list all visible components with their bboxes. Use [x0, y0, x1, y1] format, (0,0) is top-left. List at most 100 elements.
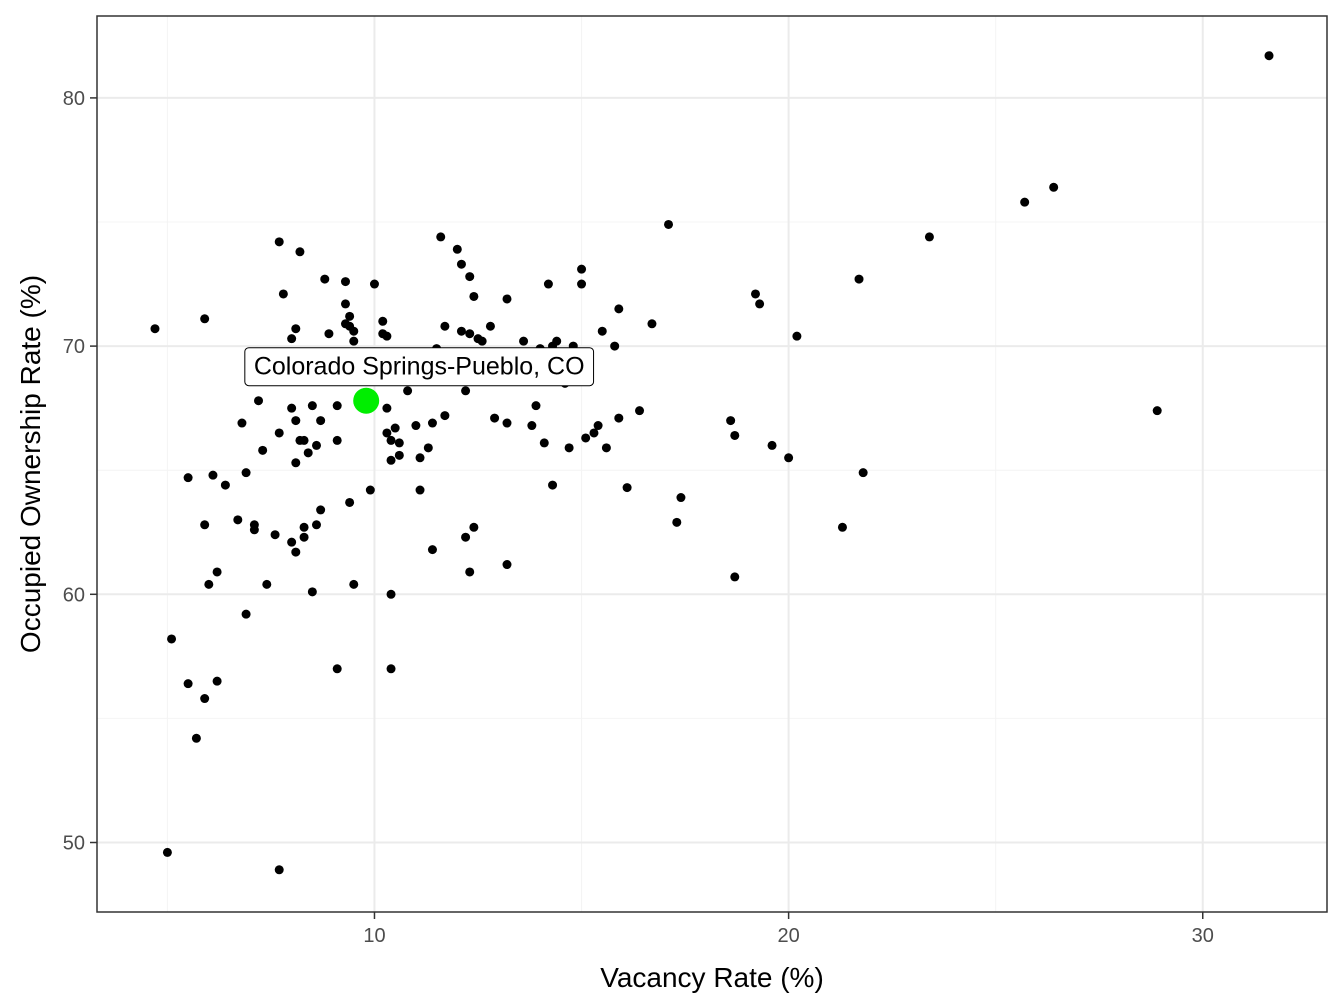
data-point — [208, 470, 218, 480]
x-tick-label: 20 — [777, 925, 799, 947]
data-point — [1264, 51, 1274, 61]
gridlines — [97, 16, 1327, 912]
data-point — [307, 401, 317, 411]
data-point — [278, 289, 288, 299]
highlight-callout-label: Colorado Springs-Pueblo, CO — [254, 353, 585, 381]
data-point — [386, 435, 396, 445]
data-point — [212, 567, 222, 577]
data-point — [750, 289, 760, 299]
data-point — [200, 694, 210, 704]
data-point — [345, 311, 355, 321]
data-point — [601, 443, 611, 453]
data-point — [183, 473, 193, 483]
data-point — [610, 341, 620, 351]
data-point — [349, 579, 359, 589]
y-tick-label: 70 — [63, 336, 85, 358]
data-point — [237, 418, 247, 428]
data-points — [150, 51, 1274, 875]
data-point — [262, 579, 272, 589]
data-point — [332, 401, 342, 411]
data-point — [340, 299, 350, 309]
data-point — [436, 232, 446, 242]
data-point — [241, 468, 251, 478]
data-point — [676, 493, 686, 503]
data-point — [593, 421, 603, 431]
data-point — [295, 247, 305, 257]
data-point — [469, 522, 479, 532]
data-point — [614, 413, 624, 423]
data-point — [792, 331, 802, 341]
data-point — [456, 326, 466, 336]
data-point — [858, 468, 868, 478]
data-point — [162, 847, 172, 857]
data-point — [564, 443, 574, 453]
data-point — [552, 336, 562, 346]
y-tick-label: 50 — [63, 833, 85, 855]
data-point — [469, 291, 479, 301]
data-point — [349, 336, 359, 346]
data-point — [287, 403, 297, 413]
data-point — [340, 277, 350, 287]
data-point — [755, 299, 765, 309]
data-point — [577, 279, 587, 289]
data-point — [233, 515, 243, 525]
data-point — [299, 522, 309, 532]
data-point — [241, 609, 251, 619]
data-point — [349, 326, 359, 336]
data-point — [316, 416, 326, 426]
data-point — [287, 334, 297, 344]
panel-border — [96, 15, 1328, 913]
data-point — [452, 244, 462, 254]
data-point — [403, 386, 413, 396]
x-tick-label: 30 — [1192, 925, 1214, 947]
data-point — [415, 485, 425, 495]
data-point — [539, 438, 549, 448]
data-point — [291, 547, 301, 557]
data-point — [303, 448, 313, 458]
data-point — [784, 453, 794, 463]
data-point — [664, 219, 674, 229]
data-point — [345, 497, 355, 507]
data-point — [440, 321, 450, 331]
data-point — [200, 520, 210, 530]
data-point — [167, 634, 177, 644]
data-point — [672, 517, 682, 527]
data-point — [477, 336, 487, 346]
data-point — [1152, 406, 1162, 416]
data-point — [854, 274, 864, 284]
data-point — [730, 430, 740, 440]
data-point — [726, 416, 736, 426]
data-point — [274, 237, 284, 247]
highlight-group: Colorado Springs-Pueblo, CO — [244, 347, 595, 414]
data-point — [274, 865, 284, 875]
data-point — [299, 435, 309, 445]
data-point — [311, 440, 321, 450]
data-point — [837, 522, 847, 532]
data-point — [378, 316, 388, 326]
data-point — [502, 418, 512, 428]
data-point — [311, 520, 321, 530]
data-point — [220, 480, 230, 490]
data-point — [614, 304, 624, 314]
data-point — [365, 485, 375, 495]
data-point — [291, 324, 301, 334]
data-point — [589, 428, 599, 438]
data-point — [647, 319, 657, 329]
data-point — [502, 560, 512, 570]
data-point — [622, 483, 632, 493]
data-point — [212, 676, 222, 686]
data-point — [597, 326, 607, 336]
data-point — [465, 567, 475, 577]
data-point — [386, 589, 396, 599]
data-point — [461, 532, 471, 542]
data-point — [581, 433, 591, 443]
data-point — [519, 336, 529, 346]
data-point — [1049, 182, 1059, 192]
y-tick-label: 60 — [63, 584, 85, 606]
data-point — [730, 572, 740, 582]
data-point — [423, 443, 433, 453]
data-point — [150, 324, 160, 334]
highlight-callout-box — [244, 347, 595, 387]
data-point — [183, 679, 193, 689]
